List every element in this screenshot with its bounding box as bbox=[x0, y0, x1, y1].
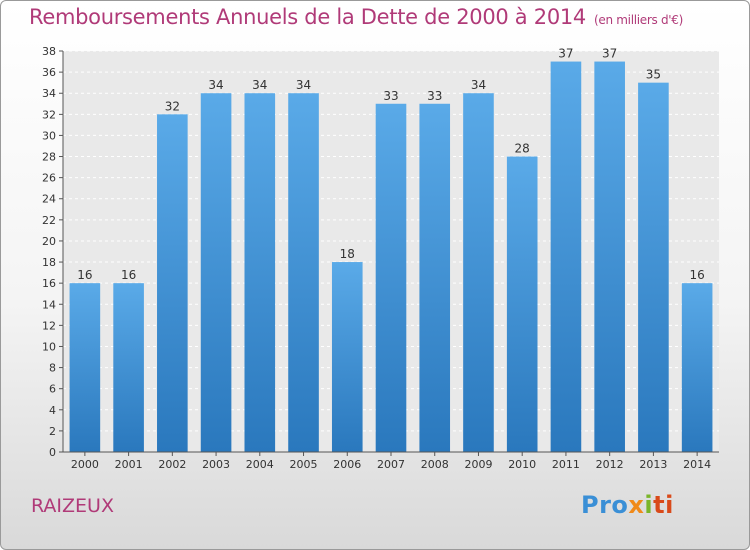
y-tick-label: 32 bbox=[42, 108, 56, 121]
bar-2001 bbox=[113, 283, 144, 452]
bar-2014 bbox=[681, 283, 713, 452]
x-tick-label: 2013 bbox=[639, 458, 667, 471]
x-tick-label: 2011 bbox=[552, 458, 580, 471]
x-tick-label: 2006 bbox=[333, 458, 361, 471]
x-tick-label: 2005 bbox=[290, 458, 318, 471]
x-tick-label: 2001 bbox=[115, 458, 143, 471]
y-tick-label: 24 bbox=[42, 193, 56, 206]
bar-value-label: 16 bbox=[689, 268, 704, 282]
bar-value-label: 18 bbox=[340, 247, 355, 261]
x-tick-label: 2000 bbox=[71, 458, 99, 471]
x-tick-label: 2003 bbox=[202, 458, 230, 471]
bar-2013 bbox=[638, 82, 669, 452]
bar-2008 bbox=[419, 103, 451, 453]
bar-2000 bbox=[69, 283, 101, 452]
commune-name: RAIZEUX bbox=[31, 495, 114, 517]
x-tick-label: 2002 bbox=[158, 458, 186, 471]
bar-value-label: 32 bbox=[165, 99, 180, 113]
y-tick-label: 34 bbox=[42, 87, 56, 100]
y-tick-label: 8 bbox=[49, 362, 56, 375]
bar-value-label: 16 bbox=[77, 268, 92, 282]
bar-value-label: 16 bbox=[121, 268, 136, 282]
bar-2011 bbox=[550, 61, 582, 452]
bar-2005 bbox=[288, 93, 319, 453]
y-tick-label: 2 bbox=[49, 425, 56, 438]
bar-2003 bbox=[200, 93, 232, 453]
bar-2004 bbox=[244, 93, 276, 453]
bar-value-label: 33 bbox=[383, 89, 398, 103]
y-tick-label: 12 bbox=[42, 319, 56, 332]
y-tick-label: 16 bbox=[42, 277, 56, 290]
x-tick-label: 2014 bbox=[683, 458, 711, 471]
bar-value-label: 35 bbox=[646, 68, 661, 82]
bar-value-label: 37 bbox=[602, 47, 617, 61]
y-tick-label: 14 bbox=[42, 298, 56, 311]
x-tick-label: 2007 bbox=[377, 458, 405, 471]
y-tick-label: 10 bbox=[42, 340, 56, 353]
y-tick-label: 22 bbox=[42, 214, 56, 227]
y-tick-label: 20 bbox=[42, 235, 56, 248]
x-tick-label: 2008 bbox=[421, 458, 449, 471]
bar-2002 bbox=[157, 114, 188, 452]
y-tick-label: 38 bbox=[42, 45, 56, 58]
bar-value-label: 28 bbox=[515, 142, 530, 156]
bar-value-label: 34 bbox=[471, 78, 486, 92]
y-tick-label: 0 bbox=[49, 446, 56, 459]
x-tick-label: 2009 bbox=[464, 458, 492, 471]
bar-value-label: 37 bbox=[558, 47, 573, 61]
bar-2009 bbox=[463, 93, 494, 453]
bar-value-label: 34 bbox=[252, 78, 267, 92]
chart-title-text: Remboursements Annuels de la Dette de 20… bbox=[29, 5, 586, 29]
chart-subtitle: (en milliers d'€) bbox=[594, 13, 684, 27]
x-tick-label: 2010 bbox=[508, 458, 536, 471]
proxiti-logo: Proxiti bbox=[581, 491, 674, 519]
y-tick-label: 26 bbox=[42, 172, 56, 185]
bar-value-label: 33 bbox=[427, 89, 442, 103]
bar-2006 bbox=[331, 262, 363, 452]
y-tick-label: 28 bbox=[42, 151, 56, 164]
bar-value-label: 34 bbox=[208, 78, 223, 92]
x-tick-label: 2004 bbox=[246, 458, 274, 471]
x-tick-label: 2012 bbox=[596, 458, 624, 471]
y-tick-label: 30 bbox=[42, 129, 56, 142]
y-tick-label: 36 bbox=[42, 66, 56, 79]
bar-2010 bbox=[506, 156, 538, 453]
bar-2012 bbox=[594, 61, 625, 452]
bar-2007 bbox=[375, 103, 407, 453]
y-tick-label: 18 bbox=[42, 256, 56, 269]
y-tick-label: 4 bbox=[49, 404, 56, 417]
y-tick-label: 6 bbox=[49, 383, 56, 396]
bar-value-label: 34 bbox=[296, 78, 311, 92]
chart-title: Remboursements Annuels de la Dette de 20… bbox=[29, 5, 683, 29]
